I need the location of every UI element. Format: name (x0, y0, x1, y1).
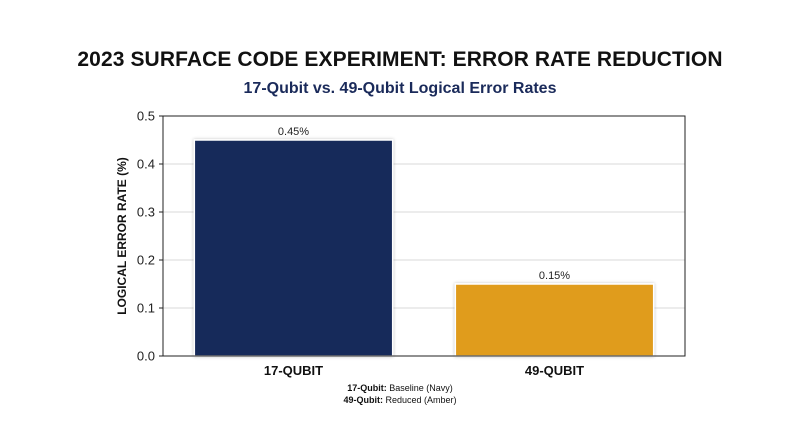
chart-subtitle: 17-Qubit vs. 49-Qubit Logical Error Rate… (243, 80, 557, 97)
chart-title: 2023 SURFACE CODE EXPERIMENT: ERROR RATE… (77, 48, 723, 71)
data-label: 0.15% (539, 270, 570, 282)
y-tick-label: 0.4 (137, 157, 155, 172)
footnote-49-qubit: 49-Qubit: Reduced (Amber) (0, 395, 800, 405)
y-tick-label: 0.5 (137, 109, 155, 124)
footnote-17-qubit-key: 17-Qubit: (347, 383, 387, 393)
y-tick-label: 0.1 (137, 301, 155, 316)
bar-17-qubit (193, 139, 394, 357)
y-tick-label: 0.2 (137, 253, 155, 268)
y-axis-label: LOGICAL ERROR RATE (%) (115, 157, 129, 315)
y-tick-label: 0.0 (137, 349, 155, 364)
x-tick-label: 49-QUBIT (525, 363, 584, 378)
footnote-17-qubit-text: Baseline (Navy) (386, 383, 453, 393)
plot-area-frame (162, 115, 686, 357)
x-axis-categories: 17-QUBIT 49-QUBIT (264, 363, 584, 378)
footnote-17-qubit: 17-Qubit: Baseline (Navy) (0, 383, 800, 393)
footnote-49-qubit-key: 49-Qubit: (343, 395, 383, 405)
bar-49-qubit (454, 283, 655, 357)
y-tick-label: 0.3 (137, 205, 155, 220)
x-tick-label: 17-QUBIT (264, 363, 323, 378)
bars: 0.45% 0.15% (193, 126, 655, 357)
data-label: 0.45% (278, 126, 309, 138)
footnote-49-qubit-text: Reduced (Amber) (382, 395, 457, 405)
y-axis-ticks: 0.0 0.1 0.2 0.3 0.4 0.5 (137, 109, 163, 364)
